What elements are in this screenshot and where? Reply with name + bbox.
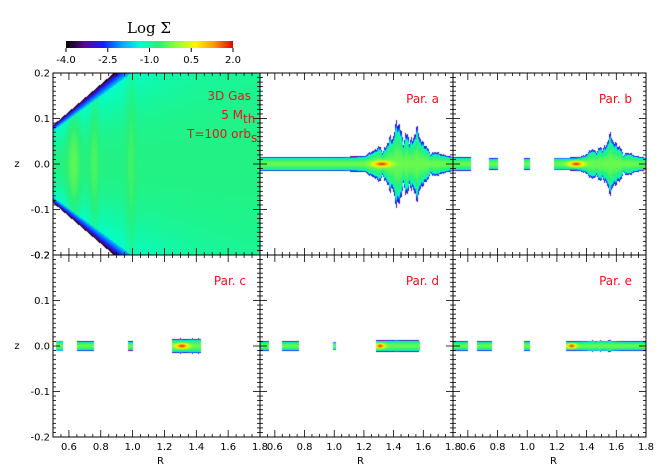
colorbar-tick-label: -1.0 [140,55,160,66]
panel-label-subscript-s: s [251,131,257,145]
y-tick-label: 0.0 [34,160,50,171]
panel-label-subscript-th: th [243,112,255,126]
x-tick-label: 1.4 [386,442,402,453]
x-tick-label: 1.2 [356,442,372,453]
heatmap-par-b [453,73,646,255]
panel-label-line1: 3D Gas [207,89,251,103]
x-tick-label: 1.8 [445,442,461,453]
x-tick-label: 0.6 [267,442,283,453]
x-tick-label: 1.0 [125,442,141,453]
y-axis-label: z [14,341,19,352]
colorbar-gradient [66,41,233,48]
colorbar-tick-label: 2.0 [225,55,241,66]
colorbar-tick-label: 0.5 [183,55,199,66]
y-tick-label: -0.1 [30,387,50,398]
y-axis-label: z [14,159,19,170]
y-tick-label: -0.2 [30,251,50,262]
x-axis-label: R [157,456,164,467]
panel-label-line2: 5 M [221,108,243,122]
colorbar-tick-label: -4.0 [56,55,76,66]
x-tick-label: 1.0 [326,442,342,453]
y-tick-label: -0.1 [30,205,50,216]
y-tick-label: -0.2 [30,433,50,444]
x-tick-label: 0.6 [460,442,476,453]
x-tick-label: 0.6 [61,442,77,453]
panel-label: Par. b [599,92,632,106]
heatmap-par-a [260,73,453,255]
x-tick-label: 0.8 [297,442,313,453]
colorbar-title: Log Σ [127,19,171,37]
heatmap-par-e [453,255,646,437]
x-tick-label: 1.8 [252,442,268,453]
colorbar-tick-label: -2.5 [98,55,118,66]
panel-label: Par. e [599,274,632,288]
x-tick-label: 0.8 [490,442,506,453]
heatmap-3d-gas [53,73,260,255]
x-tick-label: 1.0 [519,442,535,453]
y-tick-label: 0.2 [34,69,50,80]
panel-label: Par. a [406,92,439,106]
x-tick-label: 1.2 [549,442,565,453]
heatmap-par-d [260,255,453,437]
x-axis-label: R [357,456,364,467]
x-tick-label: 1.4 [579,442,595,453]
y-tick-label: 0.2 [34,251,50,262]
x-tick-label: 1.6 [415,442,431,453]
x-tick-label: 1.4 [188,442,204,453]
x-tick-label: 1.2 [157,442,173,453]
panel-label-line3: T=100 orb [186,127,251,141]
panel-label: Par. d [406,274,439,288]
x-tick-label: 1.6 [220,442,236,453]
panel-par-b: Par. b [452,72,647,256]
x-tick-label: 1.8 [638,442,654,453]
x-tick-label: 0.8 [93,442,109,453]
x-axis-label: R [550,456,557,467]
y-tick-label: 0.1 [34,296,50,307]
heatmap-par-c [53,255,260,437]
colorbar: Log Σ -4.0 -2.5 -1.0 0.5 2.0 [56,19,241,66]
y-tick-label: 0.0 [34,342,50,353]
panel-label: Par. c [214,274,246,288]
y-tick-label: 0.1 [34,114,50,125]
panel-par-c: -0.2 -0.1 0.0 0.1 0.2 z 0.6 0.8 1.0 1.2 1.4 1.6 1.8 R… [14,251,268,468]
panel-par-e: 0.6 0.8 1.0 1.2 1.4 1.6 1.8 R Par. e [452,254,654,467]
x-tick-label: 1.6 [608,442,624,453]
